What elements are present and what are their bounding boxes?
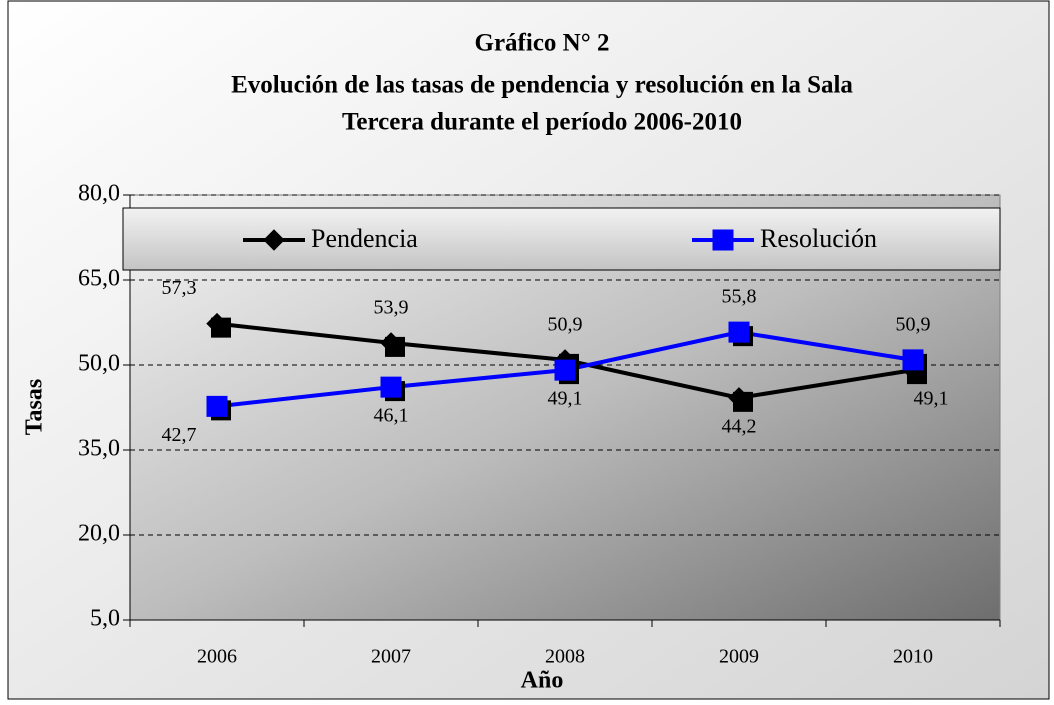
chart-title: Tercera durante el período 2006-2010 xyxy=(342,109,742,136)
data-label: 55,8 xyxy=(722,286,757,308)
data-point xyxy=(728,387,750,409)
data-point xyxy=(554,359,576,381)
data-label: 49,1 xyxy=(914,388,949,410)
chart-title: Gráfico N° 2 xyxy=(475,30,610,57)
y-tick-label: 5,0 xyxy=(90,606,120,632)
x-tick-label: 2007 xyxy=(371,646,411,668)
data-point xyxy=(380,332,402,354)
x-axis-label: Año xyxy=(521,668,564,694)
data-point xyxy=(728,321,750,343)
x-tick-label: 2010 xyxy=(893,646,933,668)
y-tick-label: 20,0 xyxy=(78,521,120,547)
data-label: 42,7 xyxy=(162,424,197,446)
legend-label: Resolución xyxy=(760,224,877,253)
legend-marker xyxy=(263,229,285,251)
y-tick-label: 50,0 xyxy=(78,351,120,377)
data-point xyxy=(206,395,228,417)
x-tick-label: 2009 xyxy=(719,646,759,668)
legend-marker xyxy=(712,229,734,251)
y-tick-label: 65,0 xyxy=(78,266,120,292)
chart-title: Evolución de las tasas de pendencia y re… xyxy=(231,72,853,99)
data-point xyxy=(902,349,924,371)
data-label: 46,1 xyxy=(374,405,409,427)
legend-label: Pendencia xyxy=(311,224,418,253)
data-label: 53,9 xyxy=(374,296,409,318)
y-axis-label: Tasas xyxy=(22,379,48,435)
x-tick-label: 2008 xyxy=(545,646,585,668)
data-point xyxy=(206,312,228,335)
data-label: 49,1 xyxy=(548,388,583,410)
data-label: 50,9 xyxy=(548,313,583,335)
y-tick-label: 35,0 xyxy=(78,436,120,462)
data-label: 50,9 xyxy=(896,313,931,335)
data-point xyxy=(380,376,402,398)
data-label: 57,3 xyxy=(162,277,197,299)
x-tick-label: 2006 xyxy=(197,646,237,668)
data-label: 44,2 xyxy=(722,415,757,437)
y-tick-label: 80,0 xyxy=(78,181,120,207)
